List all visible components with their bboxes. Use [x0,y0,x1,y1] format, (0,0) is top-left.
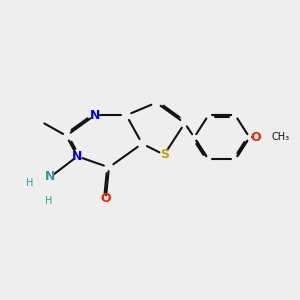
Text: O: O [100,192,111,206]
Text: N: N [72,150,82,163]
Text: N: N [89,109,100,122]
Text: O: O [250,131,261,144]
Text: H: H [26,178,34,188]
Text: N: N [45,170,56,183]
Text: H: H [45,196,52,206]
Text: S: S [160,148,169,161]
Text: CH₃: CH₃ [272,132,290,142]
